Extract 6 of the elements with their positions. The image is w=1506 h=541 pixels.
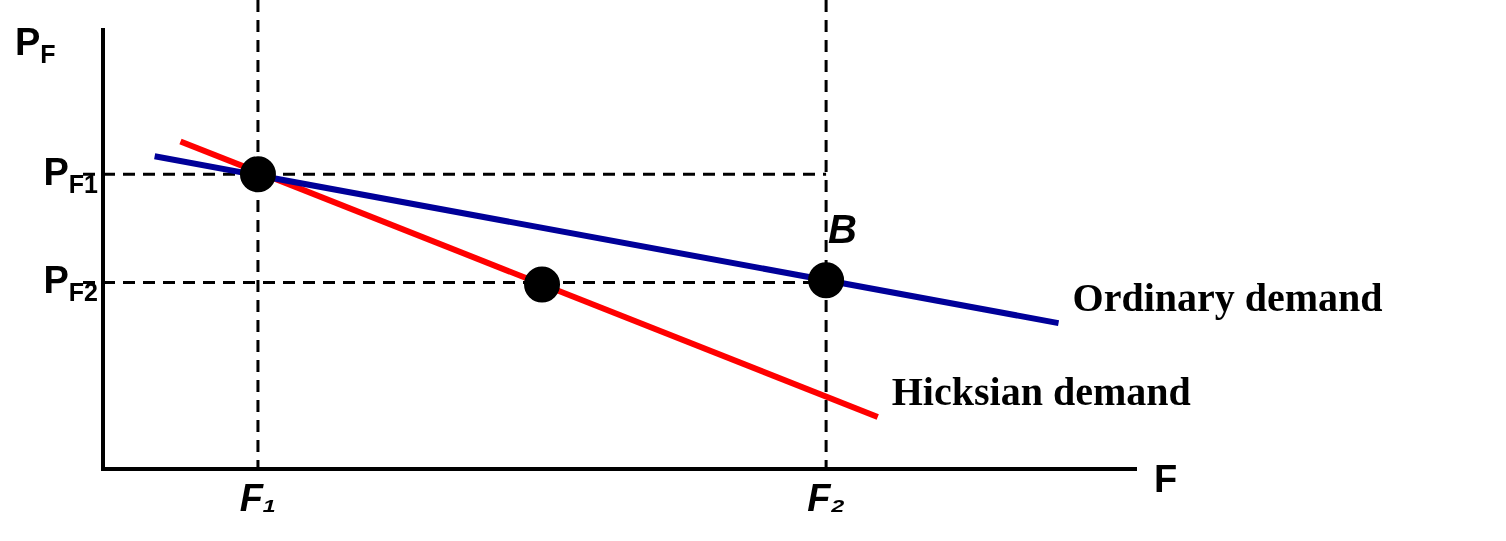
x-tick-label: F₂: [807, 476, 845, 519]
x-axis-title: F: [1154, 457, 1178, 500]
series-label: Hicksian demand: [891, 369, 1191, 415]
series-label: Ordinary demand: [1072, 275, 1383, 321]
annotation: B: [828, 207, 857, 252]
x-tick-label: F₁: [239, 476, 277, 519]
